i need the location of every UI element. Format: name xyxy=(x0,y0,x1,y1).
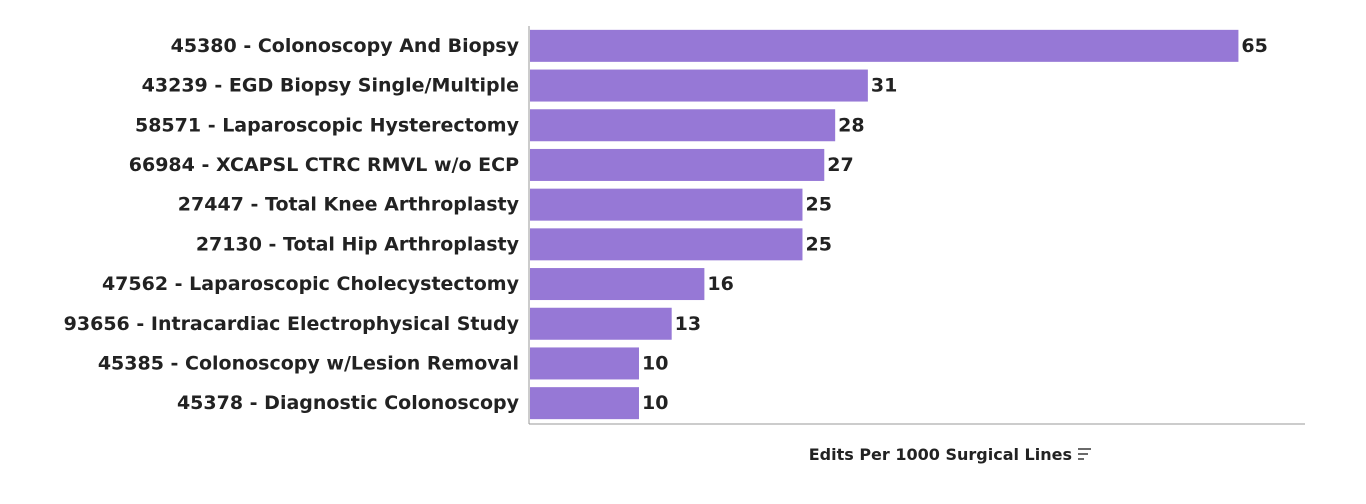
x-axis-title: Edits Per 1000 Surgical Lines xyxy=(809,445,1072,464)
category-label: 58571 - Laparoscopic Hysterectomy xyxy=(135,114,520,136)
value-labels: 65 31 28 27 25 25 16 13 10 10 xyxy=(642,35,1268,414)
bar[interactable] xyxy=(530,387,639,420)
data-label: 28 xyxy=(838,114,864,136)
bar[interactable] xyxy=(530,268,705,301)
category-label: 43239 - EGD Biopsy Single/Multiple xyxy=(142,75,519,97)
data-label: 27 xyxy=(827,154,853,176)
bar[interactable] xyxy=(530,347,639,380)
category-label: 45380 - Colonoscopy And Biopsy xyxy=(171,35,520,57)
data-label: 16 xyxy=(707,273,733,295)
category-label: 45385 - Colonoscopy w/Lesion Removal xyxy=(98,352,519,374)
data-label: 65 xyxy=(1241,35,1267,57)
category-label: 27447 - Total Knee Arthroplasty xyxy=(178,194,520,216)
data-label: 25 xyxy=(805,194,831,216)
data-label: 10 xyxy=(642,392,668,414)
bar[interactable] xyxy=(530,228,803,261)
category-label: 66984 - XCAPSL CTRC RMVL w/o ECP xyxy=(129,154,519,176)
bar[interactable] xyxy=(530,188,803,221)
category-label: 27130 - Total Hip Arthroplasty xyxy=(196,233,520,255)
bar[interactable] xyxy=(530,69,868,102)
category-label: 45378 - Diagnostic Colonoscopy xyxy=(177,392,520,414)
bars-layer xyxy=(530,29,1239,420)
data-label: 10 xyxy=(642,352,668,374)
data-label: 31 xyxy=(871,75,897,97)
bar[interactable] xyxy=(530,307,672,340)
category-label: 93656 - Intracardiac Electrophysical Stu… xyxy=(64,313,520,335)
bar[interactable] xyxy=(530,29,1239,62)
category-labels: 45380 - Colonoscopy And Biopsy 43239 - EG… xyxy=(64,35,520,414)
sort-lines-icon[interactable] xyxy=(1078,448,1091,460)
data-label: 13 xyxy=(675,313,701,335)
bar[interactable] xyxy=(530,109,836,142)
data-label: 25 xyxy=(805,233,831,255)
bar[interactable] xyxy=(530,148,825,181)
category-label: 47562 - Laparoscopic Cholecystectomy xyxy=(102,273,520,295)
